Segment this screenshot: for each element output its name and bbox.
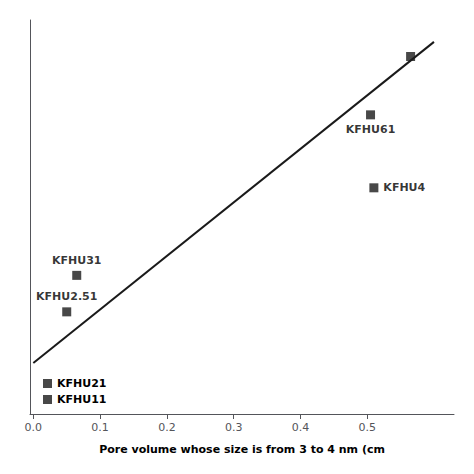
svg-text:0.1: 0.1 (91, 421, 109, 434)
svg-text:KFHU61: KFHU61 (346, 123, 395, 136)
svg-text:KFHU4: KFHU4 (383, 181, 425, 194)
svg-text:0.5: 0.5 (358, 421, 376, 434)
svg-text:KFHU11: KFHU11 (57, 393, 106, 406)
svg-text:KFHU2.51: KFHU2.51 (36, 290, 97, 303)
svg-text:Pore volume whose size is from: Pore volume whose size is from 3 to 4 nm… (99, 443, 385, 456)
svg-text:KFHU31: KFHU31 (52, 254, 101, 267)
svg-text:0.2: 0.2 (158, 421, 176, 434)
svg-text:0.0: 0.0 (25, 421, 43, 434)
svg-text:KFHU21: KFHU21 (57, 377, 106, 390)
svg-text:0.3: 0.3 (225, 421, 243, 434)
svg-text:0.4: 0.4 (292, 421, 310, 434)
